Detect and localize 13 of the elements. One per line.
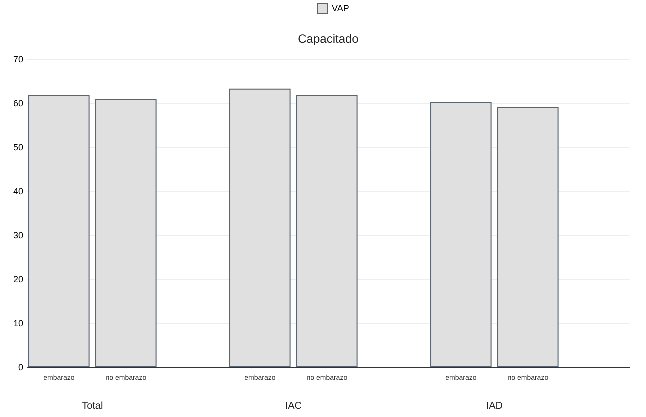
- y-tick-label: 20: [13, 274, 24, 284]
- text: Total: [82, 401, 104, 412]
- y-tick-label: 0: [18, 362, 24, 372]
- y-tick-label: 30: [13, 230, 24, 240]
- y-tick-label: 60: [13, 98, 24, 108]
- y-tick-label: 10: [13, 318, 24, 328]
- chart-title: Capacitado: [298, 32, 360, 46]
- legend-label: VAP: [332, 4, 350, 14]
- y-tick-label: 40: [13, 186, 24, 196]
- text: IAD: [486, 401, 503, 412]
- y-tick-label: 50: [13, 142, 24, 152]
- text: IAC: [285, 401, 302, 412]
- y-tick-label: 70: [13, 54, 24, 64]
